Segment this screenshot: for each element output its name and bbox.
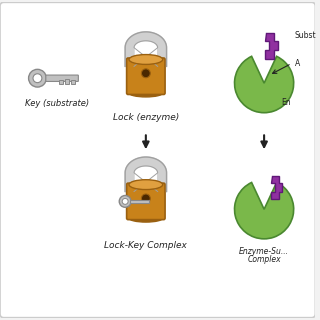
Circle shape xyxy=(141,194,150,203)
FancyBboxPatch shape xyxy=(127,58,165,94)
Polygon shape xyxy=(125,32,166,66)
Text: Subst: Subst xyxy=(295,31,316,40)
Polygon shape xyxy=(265,33,278,59)
Text: Lock (enzyme): Lock (enzyme) xyxy=(113,113,179,122)
Bar xyxy=(65,79,69,84)
Text: Enzyme-Su...: Enzyme-Su... xyxy=(239,247,289,256)
FancyBboxPatch shape xyxy=(127,183,165,220)
Ellipse shape xyxy=(129,180,163,189)
Polygon shape xyxy=(125,157,166,192)
Circle shape xyxy=(33,74,42,83)
FancyBboxPatch shape xyxy=(0,2,315,318)
Circle shape xyxy=(119,196,131,207)
Text: Key (substrate): Key (substrate) xyxy=(25,99,89,108)
Ellipse shape xyxy=(129,214,163,222)
Circle shape xyxy=(28,69,46,87)
Wedge shape xyxy=(235,56,294,113)
Circle shape xyxy=(122,198,128,204)
Circle shape xyxy=(141,69,150,78)
Bar xyxy=(130,200,149,203)
Bar xyxy=(71,80,75,84)
Ellipse shape xyxy=(129,54,163,64)
Text: A: A xyxy=(295,59,300,68)
Polygon shape xyxy=(271,176,282,199)
Bar xyxy=(59,80,63,84)
Text: Lock-Key Complex: Lock-Key Complex xyxy=(104,241,187,250)
FancyBboxPatch shape xyxy=(46,75,78,82)
Wedge shape xyxy=(235,182,294,239)
Ellipse shape xyxy=(129,89,163,97)
Text: Complex: Complex xyxy=(247,255,281,264)
Text: En: En xyxy=(281,98,291,107)
